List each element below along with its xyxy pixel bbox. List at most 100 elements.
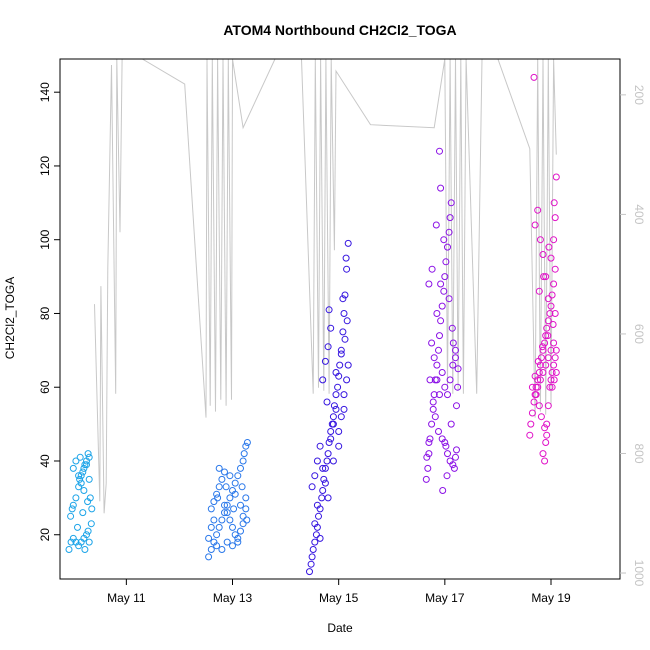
secondary-y-axis: 200 400 600 800 1000 <box>620 85 646 587</box>
data-point-series-3 <box>308 553 316 561</box>
data-point-series-5 <box>552 369 560 376</box>
data-point-series-5 <box>543 431 551 439</box>
x-tick-label: May 13 <box>213 591 253 605</box>
y-tick-label: 120 <box>38 156 52 176</box>
data-point-series-2 <box>221 509 228 517</box>
data-point-series-5 <box>544 295 552 303</box>
data-point-series-5 <box>547 346 555 354</box>
data-point-series-3 <box>337 346 345 354</box>
y-tick-label: 40 <box>38 454 52 468</box>
x-tick-label: May 17 <box>425 591 465 605</box>
data-point-series-5 <box>542 439 550 446</box>
data-point-series-3 <box>335 428 343 435</box>
data-point-series-3 <box>339 328 347 336</box>
data-point-series-3 <box>332 391 340 399</box>
data-point-series-1 <box>85 453 93 461</box>
data-point-series-4 <box>426 435 434 443</box>
data-point-series-3 <box>311 472 319 480</box>
data-point-series-3 <box>319 464 327 472</box>
data-point-series-5 <box>546 310 554 317</box>
secondary-y-tick-label: 600 <box>632 324 646 344</box>
data-point-series-4 <box>426 376 434 384</box>
data-point-series-2 <box>242 494 250 502</box>
data-point-series-2 <box>234 472 242 480</box>
data-point-series-2 <box>234 538 242 546</box>
data-point-series-1 <box>76 475 84 483</box>
data-point-series-3 <box>321 479 329 487</box>
data-point-series-4 <box>440 287 448 295</box>
data-point-series-4 <box>436 391 443 399</box>
data-point-series-4 <box>440 236 448 244</box>
data-point-series-4 <box>437 317 445 325</box>
data-point-series-3 <box>340 391 348 399</box>
data-point-series-3 <box>340 405 348 413</box>
data-point-series-3 <box>327 435 335 443</box>
series-group <box>65 73 560 576</box>
data-point-series-3 <box>339 295 347 303</box>
data-point-series-1 <box>65 546 73 553</box>
data-point-series-5 <box>534 357 542 365</box>
y-tick-label: 60 <box>38 380 52 394</box>
data-point-series-3 <box>312 531 320 539</box>
data-point-series-4 <box>438 302 446 310</box>
data-point-series-3 <box>335 442 343 450</box>
data-point-series-4 <box>446 214 454 222</box>
data-point-series-3 <box>311 538 319 546</box>
data-point-series-5 <box>530 398 538 406</box>
data-point-series-2 <box>207 505 215 513</box>
data-point-series-2 <box>210 498 218 506</box>
data-point-series-3 <box>343 265 351 273</box>
data-point-series-5 <box>551 354 559 362</box>
data-point-series-3 <box>329 420 337 428</box>
data-point-series-2 <box>214 494 222 502</box>
data-point-series-5 <box>536 376 544 384</box>
data-point-series-2 <box>243 516 251 524</box>
data-point-series-5 <box>528 409 536 417</box>
data-point-series-2 <box>210 516 218 524</box>
data-point-series-4 <box>448 324 456 332</box>
data-point-series-2 <box>218 475 226 483</box>
secondary-trace-group <box>94 58 557 514</box>
data-point-series-1 <box>69 501 77 509</box>
data-point-series-5 <box>544 332 552 340</box>
data-point-series-4 <box>442 442 450 450</box>
data-point-series-2 <box>213 531 221 539</box>
data-point-series-3 <box>343 376 351 384</box>
chart-title: ATOM4 Northbound CH2Cl2_TOGA <box>223 22 456 38</box>
data-point-series-2 <box>229 523 236 531</box>
data-point-series-4 <box>452 346 459 354</box>
data-point-series-2 <box>215 523 223 531</box>
data-point-series-2 <box>242 442 250 450</box>
data-point-series-5 <box>550 361 558 369</box>
data-point-series-5 <box>535 369 543 376</box>
data-point-series-4 <box>445 295 453 303</box>
data-point-series-5 <box>539 369 547 376</box>
data-point-series-3 <box>337 413 345 421</box>
data-point-series-5 <box>550 199 558 207</box>
data-point-series-4 <box>433 310 441 317</box>
data-point-series-4 <box>433 376 441 384</box>
data-point-series-2 <box>239 512 247 520</box>
data-point-series-3 <box>324 343 332 351</box>
data-point-series-2 <box>231 490 239 498</box>
data-point-series-3 <box>309 546 317 553</box>
data-point-series-4 <box>449 361 457 369</box>
data-point-series-5 <box>535 402 543 410</box>
data-point-series-1 <box>76 453 84 461</box>
x-axis: May 11 May 13 May 15 May 17 May 19 <box>107 579 571 605</box>
y-axis: 20 40 60 80 100 120 140 <box>38 82 60 541</box>
data-point-series-3 <box>325 306 333 314</box>
x-tick-label: May 19 <box>531 591 571 605</box>
data-point-series-2 <box>242 505 250 513</box>
data-point-series-1 <box>88 505 96 513</box>
data-point-series-5 <box>531 372 539 380</box>
data-point-series-2 <box>221 501 228 509</box>
data-point-series-3 <box>308 483 316 491</box>
data-point-series-4 <box>454 365 462 373</box>
data-point-series-1 <box>72 457 80 465</box>
data-point-series-1 <box>83 461 90 469</box>
data-point-series-2 <box>237 527 244 535</box>
data-point-series-3 <box>336 361 344 369</box>
data-point-series-5 <box>534 383 542 391</box>
